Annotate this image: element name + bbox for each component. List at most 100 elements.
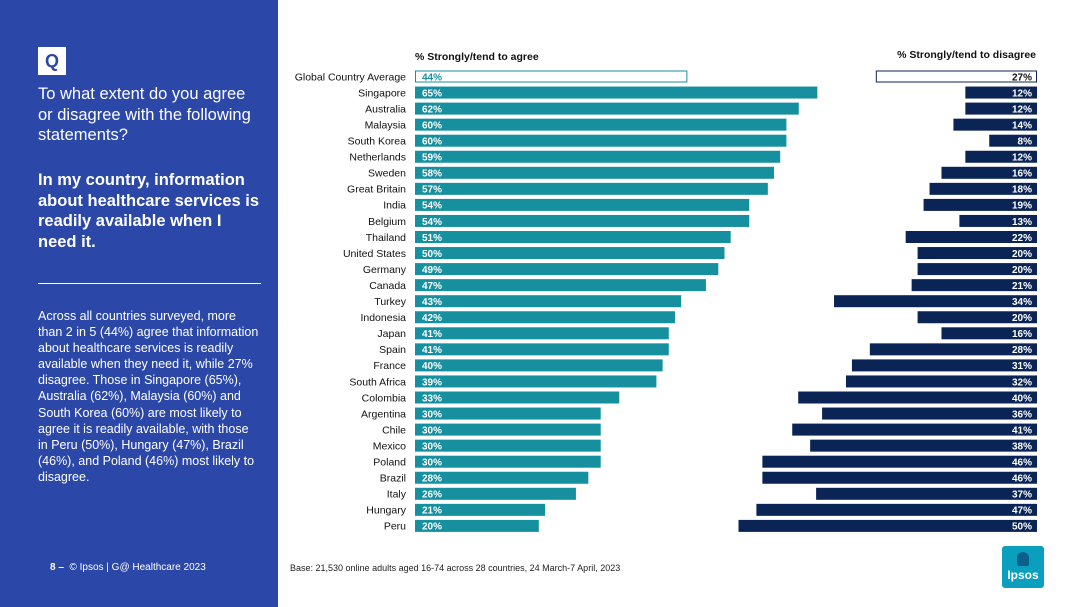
agree-value-label: 41% [422,345,442,356]
category-label: United States [343,248,406,260]
agree-bar [415,279,706,292]
category-label: Singapore [358,87,406,99]
copyright-text: © Ipsos | G@ Healthcare 2023 [69,562,206,573]
category-label: Chile [382,424,406,436]
category-label: Germany [363,264,407,276]
category-label: Sweden [368,168,406,180]
category-label: Global Country Average [295,71,406,83]
agree-value-label: 30% [422,458,442,469]
disagree-value-label: 12% [1012,88,1032,99]
category-label: South Africa [349,376,406,388]
category-label: South Korea [348,136,407,148]
agree-value-label: 30% [422,441,442,452]
agree-value-label: 57% [422,185,442,196]
disagree-value-label: 20% [1012,249,1032,260]
disagree-bar [756,503,1037,516]
agree-value-label: 60% [422,120,442,131]
agree-bar [415,231,731,243]
disagree-value-label: 40% [1012,393,1032,404]
disagree-value-label: 12% [1012,104,1032,115]
category-label: Poland [373,457,406,469]
agree-bar [415,343,669,356]
disagree-value-label: 27% [1012,72,1032,83]
disagree-value-label: 28% [1012,345,1032,356]
disagree-value-label: 8% [1018,137,1033,148]
category-label: Colombia [362,392,407,404]
category-label: Belgium [368,216,406,228]
disagree-value-label: 41% [1012,425,1032,436]
agree-value-label: 20% [422,522,442,533]
agree-value-label: 58% [422,169,442,180]
agree-bar [415,503,545,516]
agree-value-label: 40% [422,361,442,372]
agree-value-label: 41% [422,329,442,340]
disagree-value-label: 19% [1012,201,1032,212]
agree-value-label: 33% [422,393,442,404]
agree-value-label: 49% [422,265,442,276]
agree-value-label: 54% [422,217,442,228]
agree-value-label: 43% [422,297,442,308]
agree-bar-average [415,70,688,83]
statement-text: In my country, information about healthc… [38,171,260,251]
agree-bar [415,423,601,436]
agree-series-heading: % Strongly/tend to agree [415,51,539,63]
disagree-value-label: 13% [1012,217,1032,228]
agree-value-label: 54% [422,201,442,212]
agree-value-label: 47% [422,281,442,292]
agree-bar [415,359,663,372]
question-badge: Q [38,47,66,75]
category-label: Italy [387,489,407,501]
disagree-value-label: 46% [1012,474,1032,485]
category-label: India [383,200,406,212]
disagree-bar [965,150,1037,163]
disagree-bar [917,311,1037,324]
agree-bar [415,134,787,147]
agree-value-label: 30% [422,425,442,436]
disagree-value-label: 46% [1012,458,1032,469]
agree-bar [415,487,576,500]
disagree-bar [822,407,1037,420]
disagree-bar [834,295,1037,308]
disagree-value-label: 36% [1012,409,1032,420]
disagree-bar [738,519,1037,532]
category-label: Great Britain [347,184,406,196]
category-label: Peru [384,521,406,533]
agree-bar [415,439,601,452]
disagree-value-label: 14% [1012,120,1032,131]
agree-value-label: 59% [422,153,442,164]
disagree-bar [941,327,1037,340]
agree-value-label: 28% [422,474,442,485]
disagree-bar [923,198,1037,211]
agree-value-label: 44% [422,72,442,83]
disagree-bar [816,487,1037,500]
disagree-bar [929,182,1037,195]
agree-bar [415,519,539,532]
category-label: Hungary [366,505,406,517]
disagree-value-label: 16% [1012,169,1032,180]
agree-value-label: 39% [422,377,442,388]
disagree-bar [959,214,1037,227]
agree-bar [415,182,768,195]
disagree-value-label: 22% [1012,233,1032,244]
disagree-bar [762,471,1037,484]
category-label: Indonesia [360,312,406,324]
disagree-value-label: 32% [1012,377,1032,388]
disagree-value-label: 34% [1012,297,1032,308]
disagree-bar [965,86,1037,99]
agree-value-label: 26% [422,490,442,501]
agree-bar [415,295,682,308]
agree-value-label: 42% [422,313,442,324]
category-label: Thailand [366,232,406,244]
disagree-bar [965,102,1037,115]
agree-bar [415,118,787,131]
disagree-bar [810,439,1037,452]
disagree-value-label: 21% [1012,281,1032,292]
disagree-bar [798,391,1037,404]
disagree-value-label: 18% [1012,185,1032,196]
agree-bar [415,327,669,340]
agree-bar [415,311,675,324]
disagree-bar [762,455,1037,468]
category-label: Argentina [361,408,406,420]
disagree-bar [917,247,1037,260]
category-label: Brazil [380,473,406,485]
